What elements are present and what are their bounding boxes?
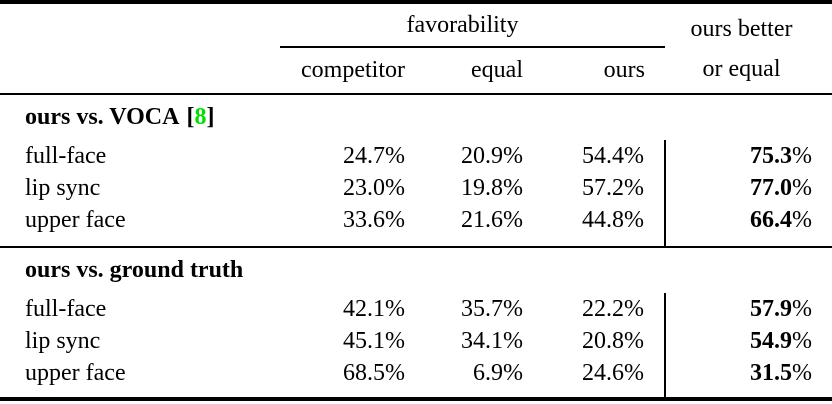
cell-competitor: 23.0% [343,175,405,201]
citation-bracket-close: ] [206,104,215,130]
cell-better: 66.4% [665,204,832,247]
table-header: favorability ours better or equal compet… [0,2,832,95]
better-head-line2: or equal [702,55,781,82]
citation-bracket-open: [ [186,104,195,130]
better-head-line1: ours better [690,15,793,42]
percent-sign: % [792,175,813,201]
section-title: ours vs. ground truth [25,257,244,283]
cell-equal: 20.9% [461,143,523,169]
better-value: 57.9 [750,296,793,322]
cell-equal: 35.7% [461,296,523,322]
cell-better: 31.5% [665,357,832,399]
cell-competitor: 33.6% [343,207,405,233]
cell-equal: 19.8% [461,175,523,201]
header-empty-cell-2 [0,47,280,95]
cell-competitor: 68.5% [343,360,405,386]
row-label: lip sync [25,328,101,354]
table-row: lip sync 45.1% 34.1% 20.8% 54.9% [0,325,832,357]
better-value: 54.9 [750,328,793,354]
row-label: lip sync [25,175,101,201]
better-value: 77.0 [750,175,793,201]
cell-ours: 24.6% [523,357,667,399]
table-row: lip sync 23.0% 19.8% 57.2% 77.0% [0,172,832,204]
header-row-subcolumns: competitor equal ours [0,47,832,95]
percent-sign: % [792,296,813,322]
column-header-equal: equal [405,47,523,95]
cell-ours: 44.8% [523,204,667,247]
row-label: upper face [25,360,126,386]
table-row: upper face 33.6% 21.6% 44.8% 66.4% [0,204,832,247]
cell-ours: 20.8% [523,325,667,357]
section-title: ours vs. VOCA [25,104,180,130]
better-value: 66.4 [750,207,793,233]
section-title-cell: ours vs. ground truth [0,246,832,293]
cell-better: 75.3% [665,140,832,172]
percent-sign: % [792,143,813,169]
cell-equal: 6.9% [473,360,523,386]
percent-sign: % [792,207,813,233]
percent-sign: % [792,360,813,386]
column-group-favorability: favorability [280,2,666,48]
table-row: full-face 24.7% 20.9% 54.4% 75.3% [0,140,832,172]
header-empty-cell [0,2,280,47]
column-header-ours: ours [523,47,666,95]
row-label: full-face [25,143,107,169]
column-header-ours-better-or-equal: ours better or equal [665,2,832,95]
table-row: full-face 42.1% 35.7% 22.2% 57.9% [0,293,832,325]
cell-competitor: 45.1% [343,328,405,354]
better-value: 75.3 [750,143,793,169]
row-label: upper face [25,207,126,233]
better-value: 31.5 [750,360,793,386]
section-title-cell: ours vs. VOCA [8] [0,94,832,140]
cell-equal: 21.6% [461,207,523,233]
cell-better: 77.0% [665,172,832,204]
table-row: upper face 68.5% 6.9% 24.6% 31.5% [0,357,832,399]
cell-equal: 34.1% [461,328,523,354]
cell-ours: 54.4% [523,140,667,172]
cell-better: 54.9% [665,325,832,357]
cell-ours: 22.2% [523,293,667,325]
cell-competitor: 42.1% [343,296,405,322]
table-body: ours vs. VOCA [8] full-face 24.7% 20.9% 5… [0,94,832,399]
percent-sign: % [792,328,813,354]
row-label: full-face [25,296,107,322]
cell-competitor: 24.7% [343,143,405,169]
header-row-group: favorability ours better or equal [0,2,832,95]
section-header-voca: ours vs. VOCA [8] [0,94,832,140]
section-header-ground-truth: ours vs. ground truth [0,246,832,293]
cell-better: 57.9% [665,293,832,325]
citation-link[interactable]: 8 [194,104,207,130]
column-header-competitor: competitor [280,47,405,95]
cell-ours: 57.2% [523,172,667,204]
